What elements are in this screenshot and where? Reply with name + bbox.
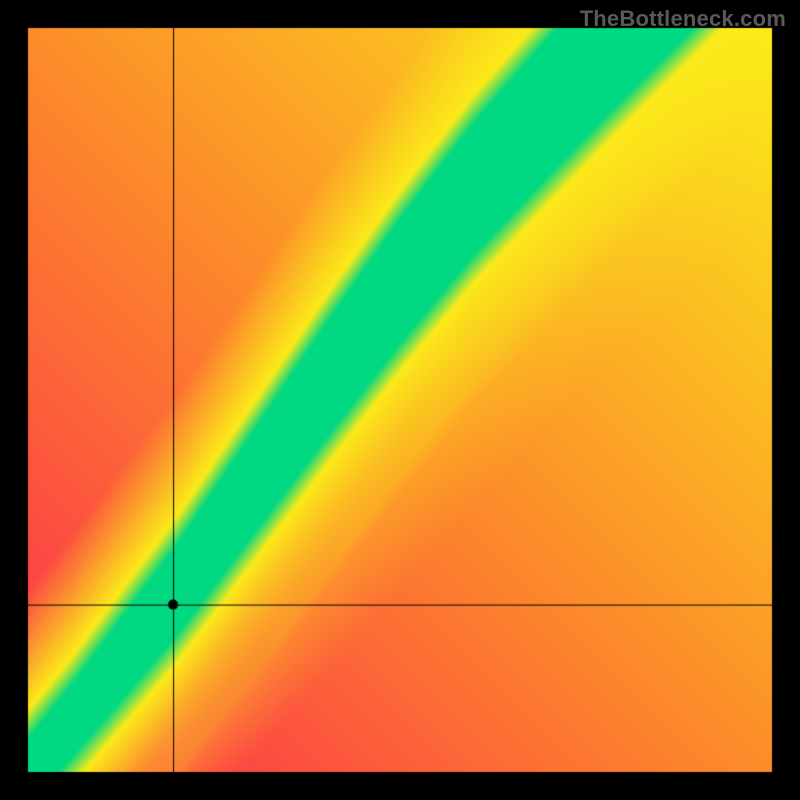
watermark-text: TheBottleneck.com — [580, 6, 786, 32]
bottleneck-heatmap — [0, 0, 800, 800]
chart-container: { "watermark": { "text": "TheBottleneck.… — [0, 0, 800, 800]
